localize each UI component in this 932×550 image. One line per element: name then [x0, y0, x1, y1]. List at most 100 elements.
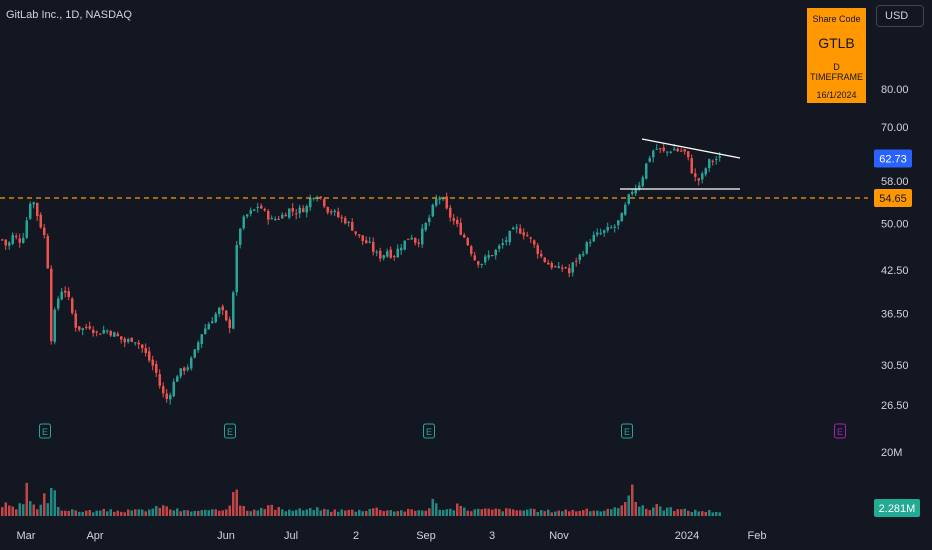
candle-body	[683, 149, 686, 152]
candle-body	[39, 214, 42, 228]
earnings-marker[interactable]: E	[834, 423, 846, 439]
candle-body	[361, 235, 364, 242]
candle-body	[414, 237, 417, 243]
volume-bar	[60, 510, 63, 516]
volume-bar	[291, 510, 294, 516]
volume-bar	[281, 509, 284, 516]
candle-body	[302, 208, 305, 213]
candle-body	[704, 168, 707, 175]
earnings-marker[interactable]: E	[39, 423, 51, 439]
y-tick-label: 70.00	[881, 122, 909, 134]
volume-bar	[53, 490, 56, 516]
volume-bar	[46, 503, 49, 516]
x-tick-label: Jun	[217, 530, 235, 542]
volume-bar	[319, 510, 322, 516]
volume-bar	[263, 509, 266, 516]
candle-body	[442, 198, 445, 200]
volume-bar	[557, 510, 560, 516]
candle-body	[29, 203, 32, 219]
earnings-marker[interactable]: E	[423, 423, 435, 439]
currency-selector[interactable]: USD	[876, 5, 924, 27]
candle-body	[421, 228, 424, 245]
volume-bar	[207, 510, 210, 516]
y-tick-label: 36.50	[881, 308, 909, 320]
volume-bar	[393, 511, 396, 516]
volume-bar	[491, 509, 494, 516]
candle-body	[617, 220, 620, 226]
candle-body	[477, 261, 480, 265]
candle-body	[309, 198, 312, 208]
candle-body	[50, 268, 53, 342]
volume-bar	[715, 511, 718, 516]
volume-bar	[120, 511, 123, 516]
candle-body	[519, 228, 522, 234]
volume-bar	[246, 510, 249, 516]
candle-body	[666, 151, 669, 153]
volume-bar	[18, 503, 21, 516]
volume-bar	[95, 510, 98, 516]
volume-bar	[235, 489, 238, 516]
volume-bar	[564, 509, 567, 516]
candle-body	[113, 332, 116, 337]
candle-body	[456, 219, 459, 224]
volume-bar	[547, 509, 550, 516]
earnings-marker[interactable]: E	[621, 423, 633, 439]
volume-bar	[683, 508, 686, 516]
volume-bar	[589, 511, 592, 516]
candle-body	[410, 237, 413, 240]
volume-bar	[330, 511, 333, 516]
volume-bar	[92, 512, 95, 516]
last-volume-badge: 2.281M	[874, 499, 920, 517]
volume-bar	[15, 509, 18, 516]
candle-body	[71, 298, 74, 314]
volume-bar	[505, 508, 508, 516]
candles	[1, 143, 721, 405]
volume-bar	[211, 509, 214, 516]
candle-body	[466, 238, 469, 246]
share-code-label: Share Code	[812, 14, 861, 24]
candle-body	[655, 148, 658, 150]
volume-bar	[442, 510, 445, 516]
volume-bar	[71, 509, 74, 516]
candle-body	[596, 232, 599, 235]
candle-body	[137, 342, 140, 345]
volume-bar	[190, 511, 193, 516]
volume-bar	[165, 506, 168, 516]
y-tick-label: 42.50	[881, 265, 909, 277]
candle-body	[43, 227, 46, 236]
candle-body	[417, 242, 420, 244]
volume-bar	[267, 505, 270, 516]
candle-body	[554, 266, 557, 268]
volume-bar	[344, 510, 347, 516]
candle-body	[172, 381, 175, 397]
volume-bar	[708, 510, 711, 516]
volume-bar	[141, 509, 144, 516]
volume-bar	[179, 511, 182, 516]
candle-body	[158, 374, 161, 386]
candle-body	[365, 240, 368, 244]
candle-body	[354, 231, 357, 234]
volume-bars	[1, 482, 721, 516]
volume-bar	[449, 508, 452, 516]
candle-body	[540, 253, 543, 257]
volume-bar	[652, 507, 655, 516]
volume-bar	[631, 484, 634, 516]
volume-bar	[113, 511, 116, 516]
candle-body	[239, 228, 242, 245]
volume-bar	[680, 509, 683, 516]
candle-body	[267, 210, 270, 220]
candle-body	[197, 342, 200, 351]
volume-bar	[379, 510, 382, 516]
candle-body	[582, 253, 585, 256]
volume-bar	[400, 510, 403, 516]
x-tick-label: Nov	[549, 530, 569, 542]
volume-bar	[169, 509, 172, 516]
earnings-marker[interactable]: E	[224, 423, 236, 439]
candle-body	[253, 209, 256, 211]
candle-body	[571, 262, 574, 273]
last-price-badge: 62.73	[874, 149, 912, 168]
x-tick-label: 3	[489, 530, 495, 542]
candle-body	[18, 238, 21, 243]
volume-bar	[438, 509, 441, 516]
